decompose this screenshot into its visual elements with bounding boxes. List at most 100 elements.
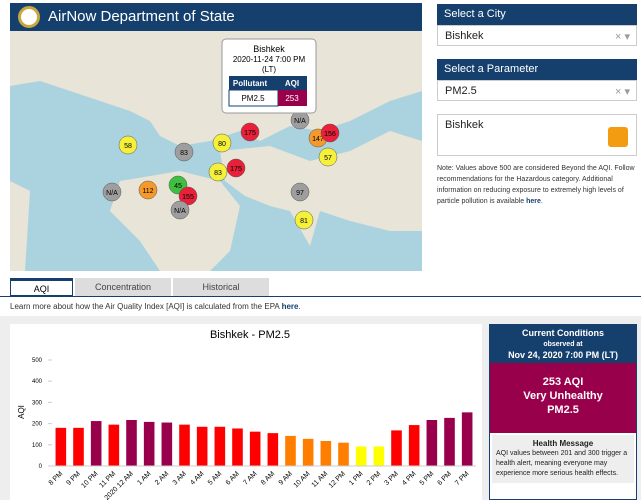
bar [408, 425, 420, 466]
popup-col: Pollutant [233, 79, 268, 88]
header-title: AirNow Department of State [48, 8, 235, 25]
bar [90, 421, 102, 466]
bar [214, 426, 226, 466]
info-line: Learn more about how the Air Quality Ind… [10, 302, 301, 311]
bar [126, 419, 137, 466]
marker-label: 83 [214, 170, 222, 177]
bar [55, 427, 67, 466]
bar [373, 446, 385, 466]
bar [461, 412, 473, 466]
bar [355, 446, 367, 466]
marker-label: 58 [124, 143, 132, 150]
y-tick-label: 0 [39, 464, 43, 470]
y-tick-label: 200 [32, 422, 43, 428]
map-marker[interactable] [240, 122, 260, 142]
bar [161, 422, 173, 466]
bar [267, 433, 279, 466]
bar [391, 430, 402, 466]
y-tick-label: 100 [32, 443, 43, 449]
bar [196, 426, 208, 466]
marker-label: 155 [182, 194, 194, 201]
marker-label: 57 [324, 155, 332, 162]
map-marker[interactable] [118, 135, 138, 155]
current-panel: Current Conditions observed at Nov 24, 2… [489, 324, 637, 500]
marker-label: 45 [174, 183, 182, 190]
current-title: Current Conditions [522, 328, 604, 338]
marker-label: N/A [174, 208, 186, 215]
feed-box: Bishkek [437, 114, 637, 156]
marker-label: 175 [244, 130, 256, 137]
map-marker[interactable] [290, 182, 310, 202]
current-aqi: 253 AQI [542, 376, 584, 388]
marker-label: 147 [312, 136, 324, 143]
city-select[interactable]: Bishkek × ▾ [437, 25, 637, 46]
popup-time: 2020-11-24 7:00 PM [233, 55, 306, 64]
bar [249, 431, 261, 466]
bar [143, 421, 155, 466]
map-marker[interactable] [170, 200, 190, 220]
map-marker[interactable] [318, 147, 338, 167]
current-pollutant: PM2.5 [547, 404, 579, 416]
bar [320, 440, 332, 466]
map-marker[interactable] [208, 162, 228, 182]
map-marker[interactable] [138, 180, 158, 200]
bar [338, 442, 349, 466]
popup-col: AQI [285, 79, 299, 88]
bar [444, 417, 455, 466]
popup-city: Bishkek [253, 44, 285, 54]
tab[interactable]: Historical [173, 278, 269, 296]
marker-label: 83 [180, 150, 188, 157]
bar [232, 428, 243, 466]
city-label: Select a City [437, 4, 637, 25]
city-value: Bishkek [445, 30, 484, 42]
note-link[interactable]: here [526, 198, 541, 205]
map-marker[interactable] [212, 133, 232, 153]
seal [18, 6, 40, 28]
bar [179, 424, 190, 466]
tab[interactable]: Concentration [75, 278, 171, 296]
map-marker[interactable] [102, 182, 122, 202]
y-axis-label: AQI [17, 405, 26, 419]
header: AirNow Department of State [10, 3, 422, 31]
rss-icon[interactable] [608, 127, 628, 147]
current-time: Nov 24, 2020 7:00 PM (LT) [508, 350, 618, 360]
y-tick-label: 400 [32, 379, 43, 385]
note-text: Note: Values above 500 are considered Be… [437, 165, 635, 205]
bar [73, 427, 84, 466]
map-marker[interactable] [320, 123, 340, 143]
param-select[interactable]: PM2.5 × ▾ [437, 80, 637, 101]
map-marker[interactable] [226, 158, 246, 178]
marker-label: 97 [296, 190, 304, 197]
marker-label: N/A [106, 190, 118, 197]
note: Note: Values above 500 are considered Be… [437, 165, 635, 205]
bar [108, 424, 120, 466]
y-tick-label: 300 [32, 400, 43, 406]
tab[interactable]: AQI [10, 278, 73, 296]
current-observed: observed at [543, 341, 583, 348]
marker-label: 80 [218, 141, 226, 148]
health-text: AQI values between 201 and 300 trigger a… [496, 450, 628, 477]
bar [285, 435, 296, 466]
current-category: Very Unhealthy [523, 390, 603, 402]
marker-label: 81 [300, 218, 308, 225]
popup-pollutant: PM2.5 [241, 94, 265, 103]
health-title: Health Message [532, 439, 594, 448]
popup-aqi: 253 [285, 94, 299, 103]
info-text: Learn more about how the Air Quality Ind… [10, 302, 280, 311]
info-link[interactable]: here [281, 302, 299, 311]
map-marker[interactable] [178, 186, 198, 206]
bar [426, 419, 438, 466]
feed-title: Bishkek [445, 119, 484, 131]
map-marker[interactable] [174, 142, 194, 162]
marker-label: 175 [230, 166, 242, 173]
marker-label: 156 [324, 131, 336, 138]
map-marker[interactable] [294, 210, 314, 230]
marker-label: N/A [294, 118, 306, 125]
popup-zone: (LT) [262, 65, 276, 74]
marker-label: 112 [142, 188, 153, 195]
param-label: Select a Parameter [437, 59, 637, 80]
bar [302, 438, 314, 466]
